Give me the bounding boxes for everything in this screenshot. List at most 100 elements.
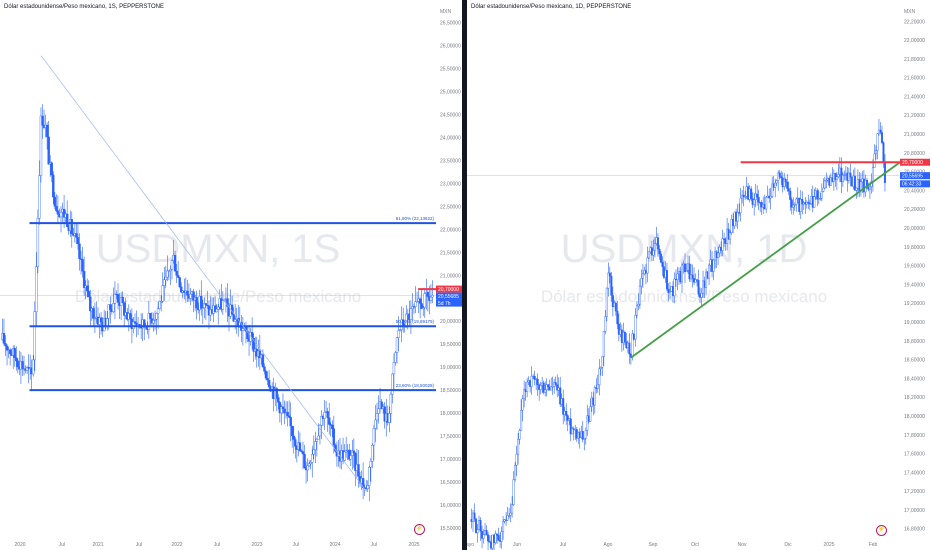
y-tick-label: 26,50000 (440, 21, 461, 27)
candle-body (21, 361, 24, 370)
candle-body (475, 518, 478, 533)
candle-body (551, 386, 554, 388)
candle-body (586, 415, 589, 431)
candle-body (647, 251, 650, 259)
lightning-icon[interactable]: ⚡ (876, 525, 887, 536)
candle-body (292, 435, 295, 440)
candle-body (173, 255, 177, 272)
candle-body (414, 301, 417, 307)
y-tick-label: 21,40000 (904, 94, 925, 100)
candle-body (306, 465, 309, 471)
candle-body (92, 308, 95, 319)
candle-body (116, 294, 120, 303)
candle-body (374, 419, 377, 429)
candle-body (5, 345, 9, 351)
candle-body (571, 428, 574, 435)
candle-body (65, 213, 69, 227)
candle-body (314, 441, 317, 450)
daily-chart-panel[interactable]: USDMXN, 1D Dólar estadounidense/Peso mexi… (467, 0, 932, 550)
candle-body (605, 287, 608, 317)
candle-body (81, 259, 84, 272)
candle-body (180, 286, 183, 293)
daily-chart[interactable]: USDMXN, 1D Dólar estadounidense/Peso mexi… (467, 0, 932, 550)
candle-body (756, 193, 759, 198)
y-tick-label: 19,40000 (904, 282, 925, 288)
candle-body (822, 187, 825, 192)
candle-body (78, 243, 81, 259)
candle-body (696, 279, 699, 281)
candle-body (769, 196, 772, 199)
candle-body (757, 197, 760, 203)
candles (470, 118, 886, 550)
candle-body (13, 348, 16, 358)
candle-body (82, 271, 86, 288)
y-tick-label: 21,50000 (440, 250, 461, 256)
candle-body (786, 182, 789, 189)
candle-body (56, 210, 60, 215)
trend-line[interactable] (630, 161, 901, 359)
y-tick-label: 21,20000 (904, 113, 925, 119)
x-tick-label: ayo (467, 542, 474, 548)
candle-body (415, 301, 419, 303)
candle-body (712, 259, 715, 272)
candle-body (611, 295, 614, 307)
y-tick-label: 19,20000 (904, 301, 925, 307)
x-axis[interactable]: ayo Jun Jul Ago Sep Oct Nov Dic 2025 Feb (467, 542, 878, 548)
candle-body (317, 435, 320, 440)
candle-body (742, 194, 745, 198)
candle-body (352, 450, 356, 454)
x-tick-label: 2022 (171, 542, 182, 548)
candle-body (834, 173, 837, 180)
candle-body (189, 293, 192, 299)
y-axis[interactable]: MXN 22,20000 22,00000 21,80000 21,60000 21,40… (904, 9, 925, 533)
candle-body (258, 350, 262, 359)
candle-body (291, 425, 294, 437)
candle-body (153, 319, 157, 321)
trend-line[interactable] (40, 55, 367, 492)
candle-body (547, 384, 550, 388)
candle-body (598, 368, 601, 386)
price-badge-text: 20,55685 (438, 294, 459, 300)
candle-body (39, 115, 43, 176)
candle-body (298, 442, 302, 452)
y-tick-label: 26,00000 (440, 44, 461, 50)
candle-body (641, 273, 644, 279)
price-badge (436, 299, 462, 307)
candle-body (691, 274, 694, 279)
weekly-chart[interactable]: USDMXN, 1S Dólar estadounidense/Peso mexi… (0, 0, 462, 550)
candle-body (275, 388, 278, 398)
candle-body (736, 212, 739, 222)
watermark-name: Dólar estadounidense/Peso mexicano (541, 287, 827, 306)
watermark-symbol: USDMXN, 1S (96, 227, 341, 271)
candle-body (673, 278, 676, 297)
candle-body (395, 337, 399, 353)
weekly-chart-panel[interactable]: USDMXN, 1S Dólar estadounidense/Peso mexi… (0, 0, 462, 550)
y-tick-label: 17,80000 (904, 433, 925, 439)
candle-body (204, 303, 208, 306)
candle-body (697, 280, 700, 295)
lightning-icon[interactable]: ⚡ (414, 524, 425, 535)
candle-body (53, 196, 57, 207)
candle-body (739, 197, 742, 213)
candle-body (634, 315, 637, 340)
candle-body (361, 478, 365, 488)
candle-body (488, 540, 491, 543)
candle-body (653, 243, 656, 251)
candle-body (616, 310, 619, 325)
candle-body (479, 520, 482, 532)
candle-body (487, 534, 490, 542)
candle-body (246, 331, 249, 339)
candle-body (389, 393, 393, 414)
candle-body (661, 262, 664, 267)
candle-body (705, 271, 708, 288)
candle-body (544, 389, 547, 393)
candle-body (170, 260, 174, 270)
candle-body (371, 445, 374, 462)
candle-body (849, 172, 852, 178)
y-axis[interactable]: MXN 26,50000 26,00000 25,50000 25,00000 24,50… (440, 9, 461, 532)
candle-body (426, 291, 430, 297)
panel-divider[interactable] (462, 0, 467, 550)
x-tick-label: Jun (513, 542, 521, 548)
candle-body (85, 285, 89, 292)
x-axis[interactable]: 2020 Jul 2021 Jul 2022 Jul 2023 Jul 2024 Jul 2025 (14, 542, 419, 548)
